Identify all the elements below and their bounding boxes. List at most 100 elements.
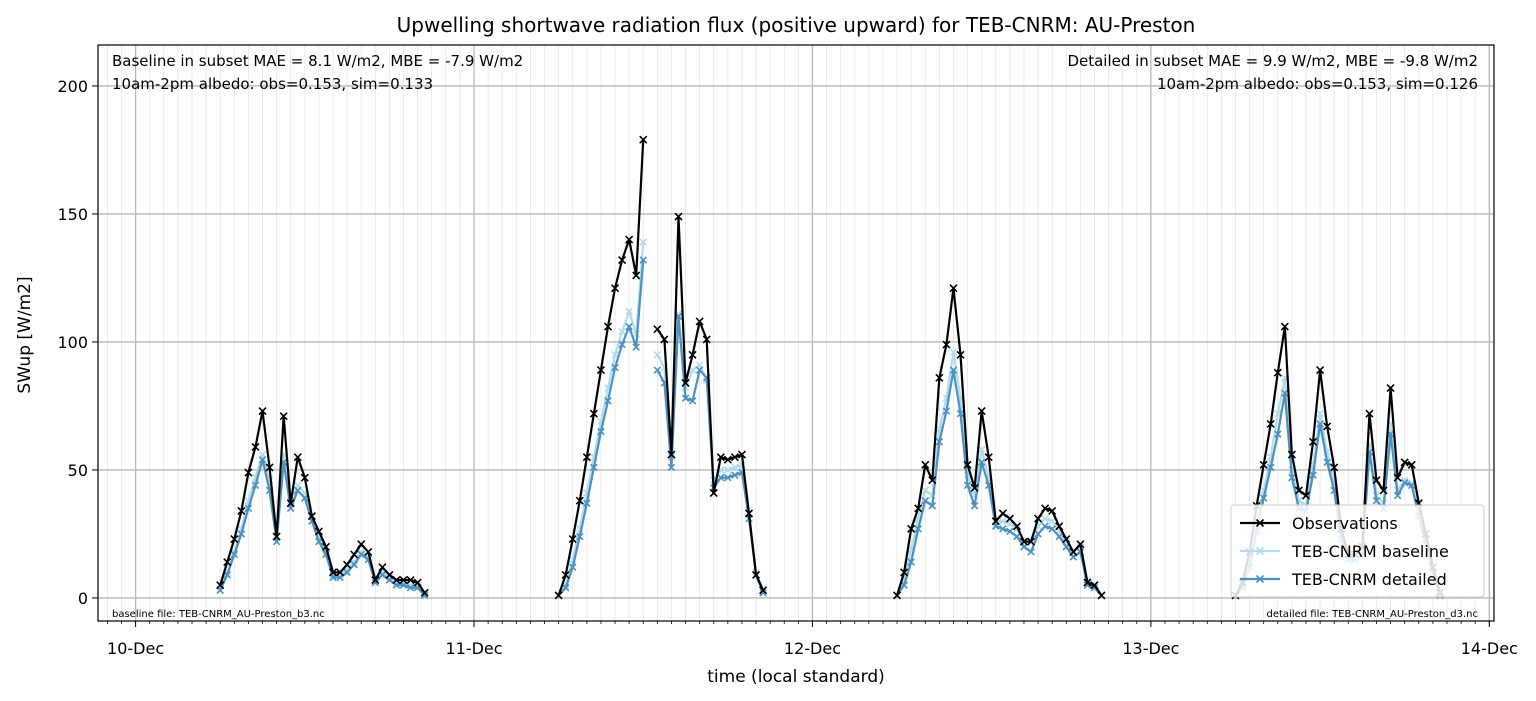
data-point-observations bbox=[723, 455, 732, 464]
data-point-detailed bbox=[907, 558, 915, 566]
data-point-baseline bbox=[653, 350, 662, 359]
data-point-observations bbox=[1259, 460, 1268, 469]
data-point-observations bbox=[364, 547, 373, 556]
data-point-observations bbox=[984, 453, 993, 462]
data-point-detailed bbox=[1274, 430, 1282, 438]
data-point-observations bbox=[674, 212, 683, 221]
data-point-detailed bbox=[921, 496, 930, 505]
data-point-detailed bbox=[611, 363, 619, 372]
y-axis-label: SWup [W/m2] bbox=[15, 276, 35, 393]
data-point-detailed bbox=[724, 473, 732, 482]
data-point-observations bbox=[406, 575, 415, 585]
data-point-baseline bbox=[1048, 517, 1056, 525]
chart-title: Upwelling shortwave radiation flux (posi… bbox=[397, 13, 1196, 37]
data-point-detailed bbox=[420, 591, 429, 600]
data-point-observations bbox=[963, 460, 972, 469]
data-point-baseline bbox=[1400, 476, 1409, 484]
data-point-observations bbox=[639, 135, 648, 144]
data-point-baseline bbox=[731, 463, 739, 472]
data-point-baseline bbox=[618, 327, 626, 336]
data-point-detailed bbox=[681, 394, 690, 403]
plot-area bbox=[216, 135, 1445, 600]
y-tick-label: 100 bbox=[57, 333, 88, 352]
data-point-observations bbox=[1365, 409, 1374, 418]
data-point-observations bbox=[392, 575, 401, 585]
data-point-observations bbox=[1055, 522, 1064, 531]
data-point-observations bbox=[1048, 506, 1057, 515]
data-point-observations bbox=[554, 591, 563, 600]
data-point-observations bbox=[977, 407, 986, 416]
x-axis-label: time (local standard) bbox=[707, 667, 885, 687]
data-point-baseline bbox=[639, 238, 648, 246]
y-tick-label: 50 bbox=[68, 461, 88, 480]
data-point-observations bbox=[900, 568, 909, 577]
data-point-detailed bbox=[230, 550, 239, 559]
data-point-observations bbox=[1097, 591, 1106, 600]
data-point-detailed bbox=[406, 583, 415, 592]
data-point-observations bbox=[1308, 437, 1318, 446]
data-point-detailed bbox=[1288, 473, 1296, 482]
data-point-observations bbox=[892, 591, 902, 600]
data-point-detailed bbox=[688, 397, 697, 405]
x-tick-label: 13-Dec bbox=[1122, 639, 1179, 658]
data-point-detailed bbox=[1027, 548, 1035, 556]
data-point-detailed bbox=[568, 563, 577, 572]
data-point-observations bbox=[653, 325, 662, 334]
data-point-observations bbox=[237, 506, 246, 515]
data-point-detailed bbox=[343, 568, 351, 577]
legend-marker-detailed bbox=[1255, 574, 1265, 584]
data-point-observations bbox=[251, 442, 260, 451]
data-point-observations bbox=[1005, 514, 1014, 523]
data-point-observations bbox=[357, 540, 366, 549]
data-point-observations bbox=[279, 412, 288, 421]
y-tick-label: 0 bbox=[78, 589, 88, 608]
data-point-observations bbox=[589, 409, 598, 418]
data-point-observations bbox=[709, 488, 718, 498]
data-point-detailed bbox=[1034, 530, 1042, 538]
data-point-observations bbox=[942, 340, 951, 349]
data-point-observations bbox=[1407, 460, 1416, 469]
data-point-detailed bbox=[1006, 527, 1014, 536]
data-point-detailed bbox=[625, 322, 633, 331]
data-point-observations bbox=[1372, 476, 1381, 485]
data-point-observations bbox=[730, 453, 739, 462]
data-point-baseline bbox=[1316, 409, 1324, 418]
data-point-detailed bbox=[1323, 458, 1331, 467]
data-point-detailed bbox=[583, 499, 591, 508]
data-point-observations bbox=[737, 450, 747, 459]
data-point-observations bbox=[956, 350, 965, 359]
data-point-observations bbox=[688, 350, 697, 359]
legend-marker-baseline bbox=[1255, 546, 1265, 556]
data-point-observations bbox=[1316, 366, 1325, 375]
data-point-observations bbox=[998, 509, 1007, 518]
data-point-detailed bbox=[293, 486, 302, 495]
data-point-detailed bbox=[1316, 420, 1324, 428]
data-point-detailed bbox=[1309, 471, 1317, 479]
data-point-observations bbox=[596, 366, 606, 375]
legend-box bbox=[1230, 504, 1485, 598]
data-point-baseline bbox=[999, 517, 1007, 525]
data-point-detailed bbox=[1393, 491, 1402, 500]
series-observations bbox=[216, 135, 1445, 600]
data-point-detailed bbox=[977, 458, 986, 467]
data-point-detailed bbox=[717, 473, 725, 482]
data-point-observations bbox=[1301, 491, 1311, 500]
data-point-detailed bbox=[942, 407, 951, 415]
data-point-observations bbox=[343, 560, 352, 569]
data-point-observations bbox=[216, 581, 225, 590]
data-point-detailed bbox=[695, 366, 704, 374]
legend-marker-observations bbox=[1255, 518, 1265, 528]
data-point-observations bbox=[1287, 450, 1296, 459]
data-point-observations bbox=[1012, 522, 1021, 531]
data-point-observations bbox=[385, 570, 394, 579]
axes: 10-Dec 11-Dec 12-Dec 13-Dec 14-Dec 0 50 100 150 2… bbox=[57, 77, 1517, 658]
data-point-observations bbox=[265, 463, 274, 472]
data-point-observations bbox=[314, 527, 323, 536]
data-point-observations bbox=[230, 535, 239, 544]
data-point-observations bbox=[575, 496, 584, 505]
data-point-detailed bbox=[914, 525, 922, 533]
data-point-detailed bbox=[350, 560, 358, 569]
data-point-observations bbox=[413, 578, 422, 587]
data-point-observations bbox=[744, 509, 754, 518]
